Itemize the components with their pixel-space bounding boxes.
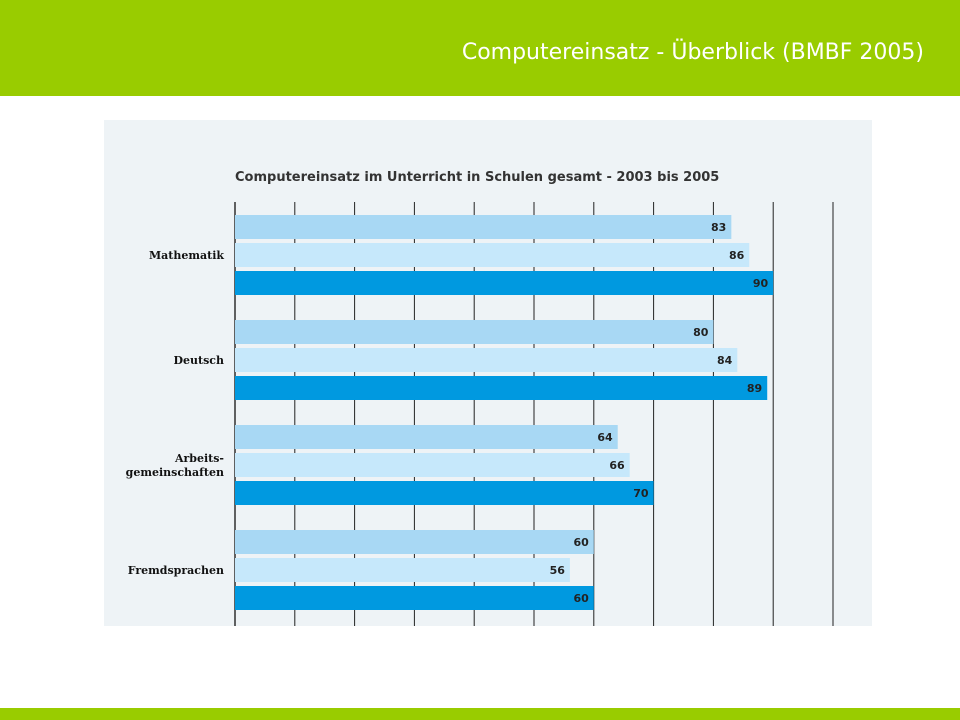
slide-title: Computereinsatz - Überblick (BMBF 2005) xyxy=(461,40,924,65)
bar-value-label: 64 xyxy=(597,431,613,444)
bar-value-label: 60 xyxy=(573,592,589,605)
bar-3-0 xyxy=(235,530,594,554)
chart-title: Computereinsatz im Unterricht in Schulen… xyxy=(235,170,719,185)
bar-value-label: 56 xyxy=(550,564,566,577)
bar-value-label: 89 xyxy=(747,382,762,395)
bar-1-2 xyxy=(235,376,768,400)
category-label: Fremdsprachen xyxy=(128,564,224,577)
category-label: Mathematik xyxy=(149,249,224,262)
footer-band xyxy=(0,708,960,720)
bar-3-2 xyxy=(235,586,594,610)
bar-value-label: 70 xyxy=(633,487,649,500)
category-label: gemeinschaften xyxy=(126,466,224,479)
bar-value-label: 86 xyxy=(729,249,745,262)
category-labels: Mathematik Deutsch Arbeits-gemeinschaften F… xyxy=(126,249,225,577)
bar-value-label: 60 xyxy=(573,536,589,549)
bar-value-label: 83 xyxy=(711,221,726,234)
category-label: Arbeits- xyxy=(174,452,224,465)
bar-0-0 xyxy=(235,215,732,239)
header-band xyxy=(0,0,960,96)
bar-value-label: 80 xyxy=(693,326,709,339)
bar-chart: Computereinsatz im Unterricht in Schulen… xyxy=(126,170,834,626)
bars: 83 86 90 80 84 89 64 66 70 60 56 60 xyxy=(235,215,774,610)
category-label: Deutsch xyxy=(173,354,224,367)
bar-2-0 xyxy=(235,425,618,449)
bar-value-label: 90 xyxy=(753,277,769,290)
bar-3-1 xyxy=(235,558,570,582)
bar-1-0 xyxy=(235,320,714,344)
bar-2-2 xyxy=(235,481,654,505)
bar-1-1 xyxy=(235,348,738,372)
bar-0-2 xyxy=(235,271,774,295)
bar-0-1 xyxy=(235,243,750,267)
bar-value-label: 84 xyxy=(717,354,733,367)
bar-value-label: 66 xyxy=(609,459,625,472)
bar-2-1 xyxy=(235,453,630,477)
chart-panel: Computereinsatz im Unterricht in Schulen… xyxy=(104,120,872,626)
